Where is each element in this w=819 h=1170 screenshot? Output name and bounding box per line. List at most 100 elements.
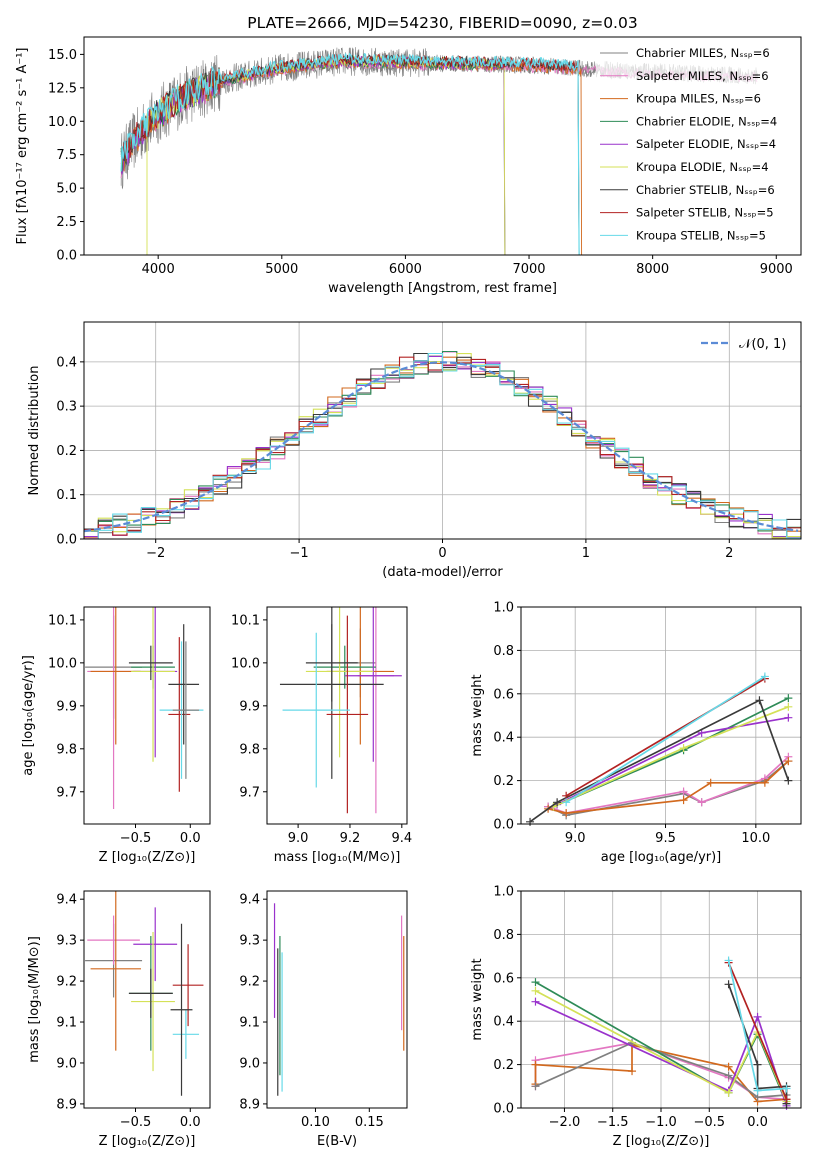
age_vs_Z-frame (83, 606, 211, 825)
series-line (535, 1000, 788, 1107)
series-marker (531, 997, 540, 1006)
y-tick-label: 0.6 (493, 687, 514, 702)
y-tick-label: 9.1 (56, 1016, 77, 1031)
legend-label: Kroupa ELODIE, Nₛₛₚ=4 (636, 160, 769, 174)
x-tick-label: 1 (582, 546, 590, 561)
x-tick-label: 0.10 (301, 1115, 330, 1130)
series-line (565, 675, 766, 804)
spectrum-model-kroupa-stelib (120, 52, 580, 255)
legend-label: Salpeter ELODIE, Nₛₛₚ=4 (636, 137, 776, 151)
x-tick-label: 0.15 (355, 1115, 384, 1130)
series-marker (706, 778, 715, 787)
series-marker (782, 1095, 791, 1104)
x-tick-label: 8000 (636, 262, 669, 277)
mass_vs_EBV-axes (263, 898, 370, 1112)
legend-label: 𝒩(0, 1) (739, 337, 786, 352)
x-tick-label: 10.0 (741, 831, 770, 846)
spectrum-frame (83, 36, 802, 256)
legend-label: Chabrier ELODIE, Nₛₛₚ=4 (636, 114, 777, 128)
series-marker (784, 694, 793, 703)
series-line (553, 706, 789, 808)
y-axis-label: age [log₁₀(age/yr)] (21, 655, 36, 776)
y-tick-label: 9.7 (239, 785, 260, 800)
x-axis-label: Z [log₁₀(Z/Z⊙)] (99, 850, 196, 865)
x-tick-label: 0.0 (180, 1115, 201, 1130)
weight_vs_age-frame (520, 606, 802, 825)
y-tick-label: 0.4 (493, 731, 514, 746)
x-tick-label: 6000 (389, 262, 422, 277)
y-tick-label: 0.2 (493, 774, 514, 789)
series-marker (679, 796, 688, 805)
y-tick-label: 9.0 (239, 1056, 260, 1071)
y-tick-label: 10.1 (231, 613, 260, 628)
y-tick-label: 9.4 (239, 893, 260, 908)
legend-label: Salpeter MILES, Nₛₛₚ=6 (636, 69, 769, 83)
y-tick-label: 15.0 (48, 48, 77, 63)
mass_vs_Z-frame (83, 890, 211, 1109)
x-tick-label: 9.0 (565, 831, 586, 846)
histogram-chabrier-stelib (84, 352, 801, 532)
y-tick-label: 9.3 (239, 934, 260, 949)
x-tick-label: −0.5 (693, 1115, 725, 1130)
x-tick-label: −0.5 (120, 1115, 152, 1130)
legend-box (596, 41, 798, 249)
y-tick-label: 8.9 (56, 1097, 77, 1112)
x-tick-label: 9000 (760, 262, 793, 277)
y-tick-label: 0.8 (493, 644, 514, 659)
y-tick-label: 0.8 (493, 928, 514, 943)
x-axis-label: mass [log₁₀(M/M⊙)] (274, 850, 401, 865)
series-marker (531, 978, 540, 987)
x-tick-label: 2 (725, 546, 733, 561)
y-axis-label: Normed distribution (27, 366, 42, 496)
y-tick-label: 8.9 (239, 1097, 260, 1112)
y-tick-label: 0.0 (56, 249, 77, 264)
y-tick-label: 9.7 (56, 785, 77, 800)
x-tick-label: 0.0 (180, 831, 201, 846)
series-marker (531, 1060, 540, 1069)
series-marker (628, 1067, 637, 1076)
series-marker (724, 956, 733, 965)
spectrum-model-kroupa-elodie (146, 55, 506, 255)
y-tick-label: 9.2 (239, 975, 260, 990)
series-marker (753, 1012, 762, 1021)
series-marker (724, 980, 733, 989)
y-tick-label: 0.0 (56, 533, 77, 548)
series-marker (784, 702, 793, 711)
series-marker (553, 798, 562, 807)
x-tick-label: −0.5 (120, 831, 152, 846)
series-marker (562, 809, 571, 818)
x-axis-label: Z [log₁₀(Z/Z⊙)] (99, 1134, 196, 1149)
x-axis-label: age [log₁₀(age/yr)] (601, 850, 722, 865)
y-tick-label: 5.0 (56, 182, 77, 197)
y-tick-label: 1.0 (493, 601, 514, 616)
y-tick-label: 10.1 (48, 613, 77, 628)
x-tick-label: 0.0 (747, 1115, 768, 1130)
mass_vs_EBV-frame (266, 890, 408, 1109)
y-axis-label: mass [log₁₀(M/M⊙)] (27, 936, 42, 1063)
x-tick-label: 4000 (142, 262, 175, 277)
legend-label: Salpeter STELIB, Nₛₛₚ=5 (636, 206, 774, 220)
weight_vs_age-axes (517, 606, 801, 828)
x-tick-label: −1.0 (645, 1115, 677, 1130)
y-tick-label: 10.0 (48, 656, 77, 671)
y-tick-label: 9.9 (56, 699, 77, 714)
y-tick-label: 9.8 (56, 742, 77, 757)
series-marker (782, 1084, 791, 1093)
y-tick-label: 0.2 (56, 444, 77, 459)
y-tick-label: 1.0 (493, 885, 514, 900)
spectrum-model-salpeter-elodie (120, 54, 506, 255)
chart-title: PLATE=2666, MJD=54230, FIBERID=0090, z=0… (247, 14, 637, 32)
y-tick-label: 2.5 (56, 215, 77, 230)
series-marker (562, 798, 571, 807)
series-line (727, 962, 788, 1100)
y-tick-label: 0.0 (493, 1102, 514, 1117)
series-marker (760, 672, 769, 681)
x-tick-label: 9.4 (391, 831, 412, 846)
x-tick-label: 9.5 (655, 831, 676, 846)
normal-curve (83, 361, 799, 533)
legend-label: Kroupa STELIB, Nₛₛₚ=5 (636, 228, 766, 242)
y-tick-label: 9.2 (56, 975, 77, 990)
series-marker (697, 798, 706, 807)
series-marker (679, 787, 688, 796)
